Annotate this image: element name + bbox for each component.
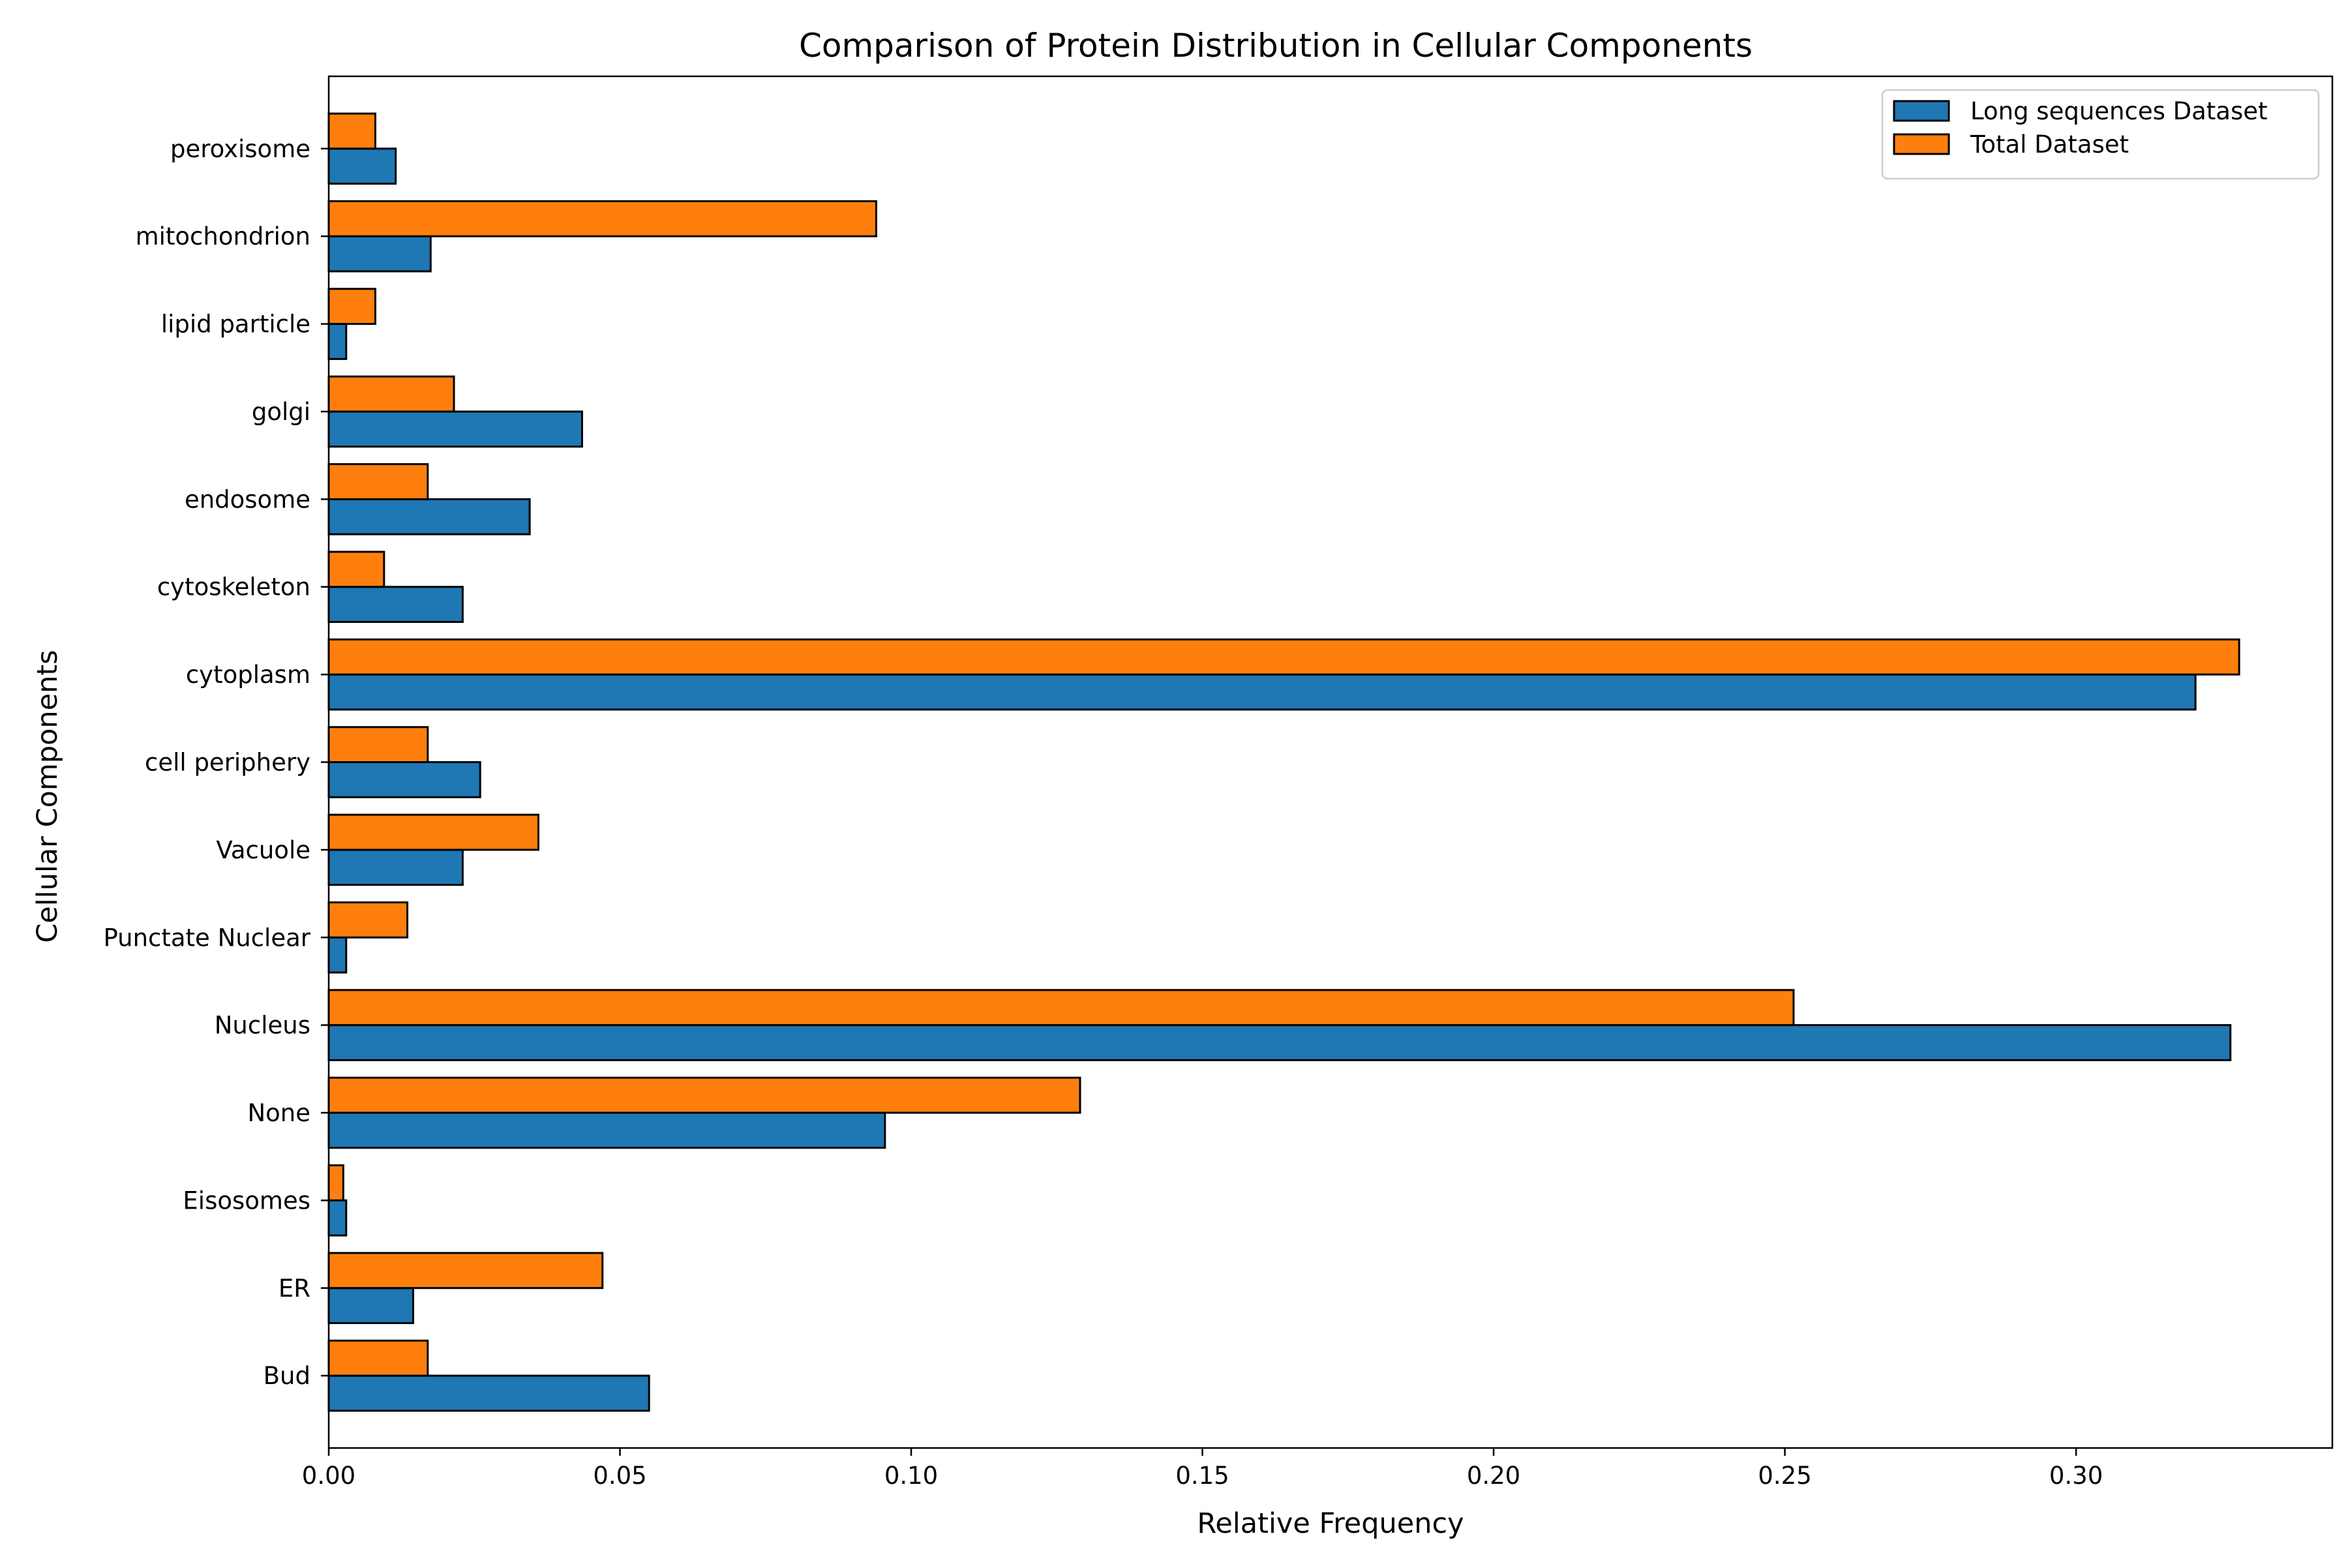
bar-long-sequences-10 — [327, 498, 531, 535]
bar-total-6 — [327, 813, 539, 851]
x-axis-label: Relative Frequency — [1197, 1507, 1464, 1540]
x-tick-label-2: 0.10 — [884, 1462, 938, 1490]
chart-title: Comparison of Protein Distribution in Ce… — [799, 27, 1753, 65]
bar-total-4 — [327, 989, 1795, 1027]
bar-total-11 — [327, 375, 455, 413]
bar-long-sequences-13 — [327, 235, 432, 273]
bar-long-sequences-5 — [327, 936, 348, 974]
y-tick-label-13: mitochondrion — [136, 222, 310, 250]
bar-long-sequences-2 — [327, 1199, 348, 1237]
bar-total-12 — [327, 288, 376, 325]
x-tick-label-5: 0.25 — [1758, 1462, 1811, 1490]
legend-label-1: Total Dataset — [1970, 130, 2129, 158]
bar-total-5 — [327, 901, 409, 939]
x-tick-label-6: 0.30 — [2049, 1462, 2103, 1490]
y-tick-label-6: Vacuole — [216, 836, 310, 864]
y-tick-label-1: ER — [278, 1274, 310, 1303]
bar-long-sequences-3 — [327, 1111, 886, 1149]
legend-swatch-0 — [1893, 100, 1950, 122]
bar-long-sequences-0 — [327, 1374, 650, 1412]
bar-long-sequences-12 — [327, 323, 348, 360]
x-axis: 0.00 0.05 0.10 0.15 0.20 0.25 0.30 — [302, 1448, 2103, 1490]
y-tick-label-9: cytoskeleton — [157, 573, 310, 601]
y-axis-label: Cellular Components — [31, 650, 64, 942]
bar-long-sequences-6 — [327, 849, 464, 886]
bar-long-sequences-11 — [327, 410, 583, 448]
legend-box — [1881, 89, 2320, 180]
y-tick-label-5: Punctate Nuclear — [103, 924, 310, 952]
bar-total-10 — [327, 463, 429, 500]
plot-area — [327, 75, 2334, 1449]
y-tick-label-7: cell periphery — [145, 749, 310, 777]
x-tick-label-0: 0.00 — [302, 1462, 355, 1490]
bar-total-3 — [327, 1076, 1081, 1114]
bar-long-sequences-4 — [327, 1024, 2232, 1061]
legend: Long sequences Dataset Total Dataset — [1881, 89, 2320, 180]
bar-total-8 — [327, 638, 2240, 676]
bar-total-0 — [327, 1339, 429, 1377]
y-tick-label-2: Eisosomes — [183, 1186, 310, 1214]
legend-swatch-1 — [1893, 133, 1950, 155]
bar-total-2 — [327, 1164, 344, 1201]
x-tick-label-3: 0.15 — [1175, 1462, 1229, 1490]
y-tick-label-10: endosome — [185, 485, 310, 513]
bar-long-sequences-14 — [327, 147, 397, 185]
bar-total-1 — [327, 1252, 604, 1289]
y-tick-label-12: lipid particle — [161, 310, 310, 339]
y-tick-label-8: cytoplasm — [186, 661, 310, 689]
y-axis: Bud ER Eisosomes None Nucleus Punctate Nuclea… — [103, 135, 329, 1390]
y-tick-label-3: None — [247, 1099, 310, 1127]
legend-label-0: Long sequences Dataset — [1970, 97, 2268, 125]
bar-long-sequences-1 — [327, 1287, 414, 1325]
bar-total-14 — [327, 112, 376, 150]
bar-total-7 — [327, 726, 429, 763]
x-tick-label-1: 0.05 — [593, 1462, 646, 1490]
y-tick-label-11: golgi — [252, 398, 310, 426]
bar-long-sequences-7 — [327, 761, 481, 798]
y-tick-label-4: Nucleus — [215, 1012, 310, 1040]
bar-total-9 — [327, 550, 385, 588]
y-tick-label-0: Bud — [263, 1362, 310, 1390]
x-tick-label-4: 0.20 — [1467, 1462, 1520, 1490]
bar-long-sequences-9 — [327, 586, 464, 623]
bar-long-sequences-8 — [327, 673, 2197, 711]
bar-total-13 — [327, 200, 877, 237]
y-tick-label-14: peroxisome — [170, 135, 310, 163]
